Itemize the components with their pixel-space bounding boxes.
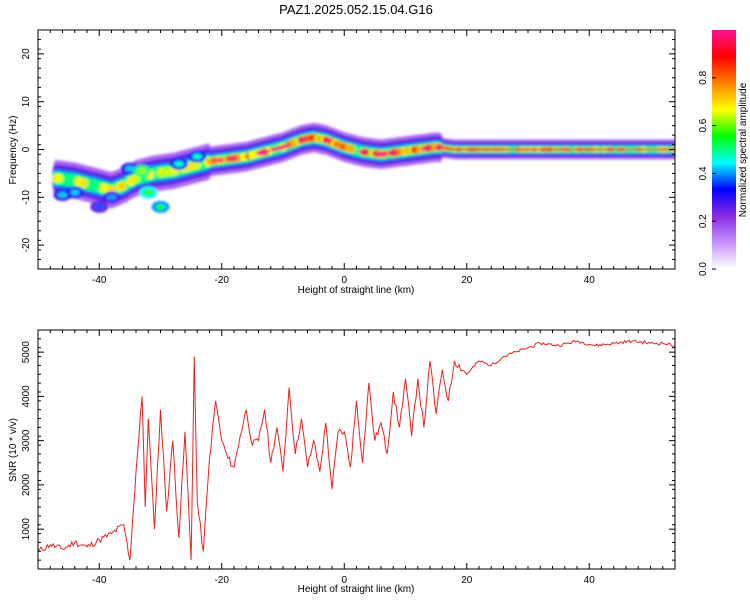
spectrogram-cell — [322, 138, 331, 143]
spectrogram-cell — [94, 203, 105, 210]
x-tick-label: 40 — [584, 275, 596, 286]
x-tick-label: -20 — [215, 275, 230, 286]
snr-xlabel: Height of straight line (km) — [298, 584, 415, 595]
y-tick-label: 10 — [21, 96, 32, 108]
colorbar-tick-label: 0.6 — [698, 118, 709, 132]
spectrogram-panel: -40 -20 0 20 40 -20 -10 0 10 20 Height of straigh… — [8, 29, 676, 296]
spectrogram-xlabel: Height of straight line (km) — [298, 285, 415, 296]
spectrogram-ticks: -40 -20 0 20 40 -20 -10 0 10 20 — [21, 29, 676, 286]
spectrogram-image — [52, 122, 675, 213]
snr-ylabel: SNR (10 * v/v) — [8, 418, 19, 482]
y-tick-label: 0 — [21, 146, 32, 152]
x-tick-label: 0 — [341, 575, 347, 586]
y-tick-label: 2000 — [21, 473, 32, 496]
spectrogram-cell — [380, 151, 389, 156]
snr-panel: -40 -20 0 20 40 1000 2000 3000 4000 5000 Height o… — [8, 329, 676, 595]
spectrogram-cell — [347, 145, 356, 153]
spectrogram-ylabel: Frequency (Hz) — [8, 116, 19, 185]
snr-background — [38, 330, 675, 569]
colorbar-tick-label: 0.4 — [698, 166, 709, 180]
y-tick-label: 4000 — [21, 385, 32, 408]
colorbar-tick-label: 0.2 — [698, 214, 709, 228]
spectrogram-cell — [280, 144, 290, 149]
colorbar-ticks: 0.0 0.2 0.4 0.6 0.8 — [698, 70, 716, 276]
colorbar-tick-label: 0.0 — [698, 262, 709, 276]
spectrogram-cell — [435, 145, 444, 150]
colorbar: 0.0 0.2 0.4 0.6 0.8 Normalized spectral ampl… — [698, 30, 749, 276]
x-tick-label: 20 — [461, 275, 473, 286]
spectrogram-cell — [79, 178, 89, 188]
spectrogram-cell — [173, 160, 184, 167]
y-tick-label: -10 — [21, 190, 32, 205]
x-tick-label: 40 — [584, 575, 596, 586]
spectrogram-cell — [106, 194, 117, 201]
spectrogram-cell — [54, 173, 64, 184]
x-tick-label: -40 — [92, 575, 107, 586]
spectrogram-peak-line — [442, 146, 675, 151]
colorbar-gradient — [712, 30, 736, 269]
y-tick-label: 1000 — [21, 518, 32, 541]
y-tick-label: 20 — [21, 48, 32, 60]
y-tick-label: -20 — [21, 237, 32, 252]
spectrogram-cell — [69, 189, 80, 196]
x-tick-label: -40 — [92, 275, 107, 286]
spectrogram-cell — [124, 165, 135, 172]
spectrogram-cell — [192, 153, 203, 160]
spectrogram-cell — [228, 156, 237, 161]
spectrogram-cell — [421, 146, 430, 151]
spectrogram-cell — [297, 137, 306, 142]
spectrogram-cell — [118, 181, 127, 191]
figure-title: PAZ1.2025.052.15.04.G16 — [279, 2, 433, 17]
x-tick-label: 0 — [341, 275, 347, 286]
spectrogram-cell — [214, 158, 224, 163]
spectrogram-patches — [53, 150, 207, 213]
x-tick-label: -20 — [215, 575, 230, 586]
spectrogram-cell — [358, 149, 367, 154]
spectrogram-cell — [57, 191, 68, 198]
spectrogram-cell — [155, 203, 166, 210]
y-tick-label: 5000 — [21, 341, 32, 364]
snr-series-line — [38, 339, 675, 561]
spectrogram-cell — [143, 189, 154, 196]
spectrogram-cell — [261, 149, 271, 154]
snr-ticks: -40 -20 0 20 40 1000 2000 3000 4000 5000 — [21, 329, 676, 586]
colorbar-label: Normalized spectral amplitude — [738, 82, 749, 217]
spectrogram-cell — [388, 150, 397, 155]
spectrogram-band — [214, 137, 444, 163]
y-tick-label: 3000 — [21, 429, 32, 452]
spectrogram-cell — [137, 168, 148, 175]
x-tick-label: 20 — [461, 575, 473, 586]
colorbar-tick-label: 0.8 — [698, 70, 709, 84]
